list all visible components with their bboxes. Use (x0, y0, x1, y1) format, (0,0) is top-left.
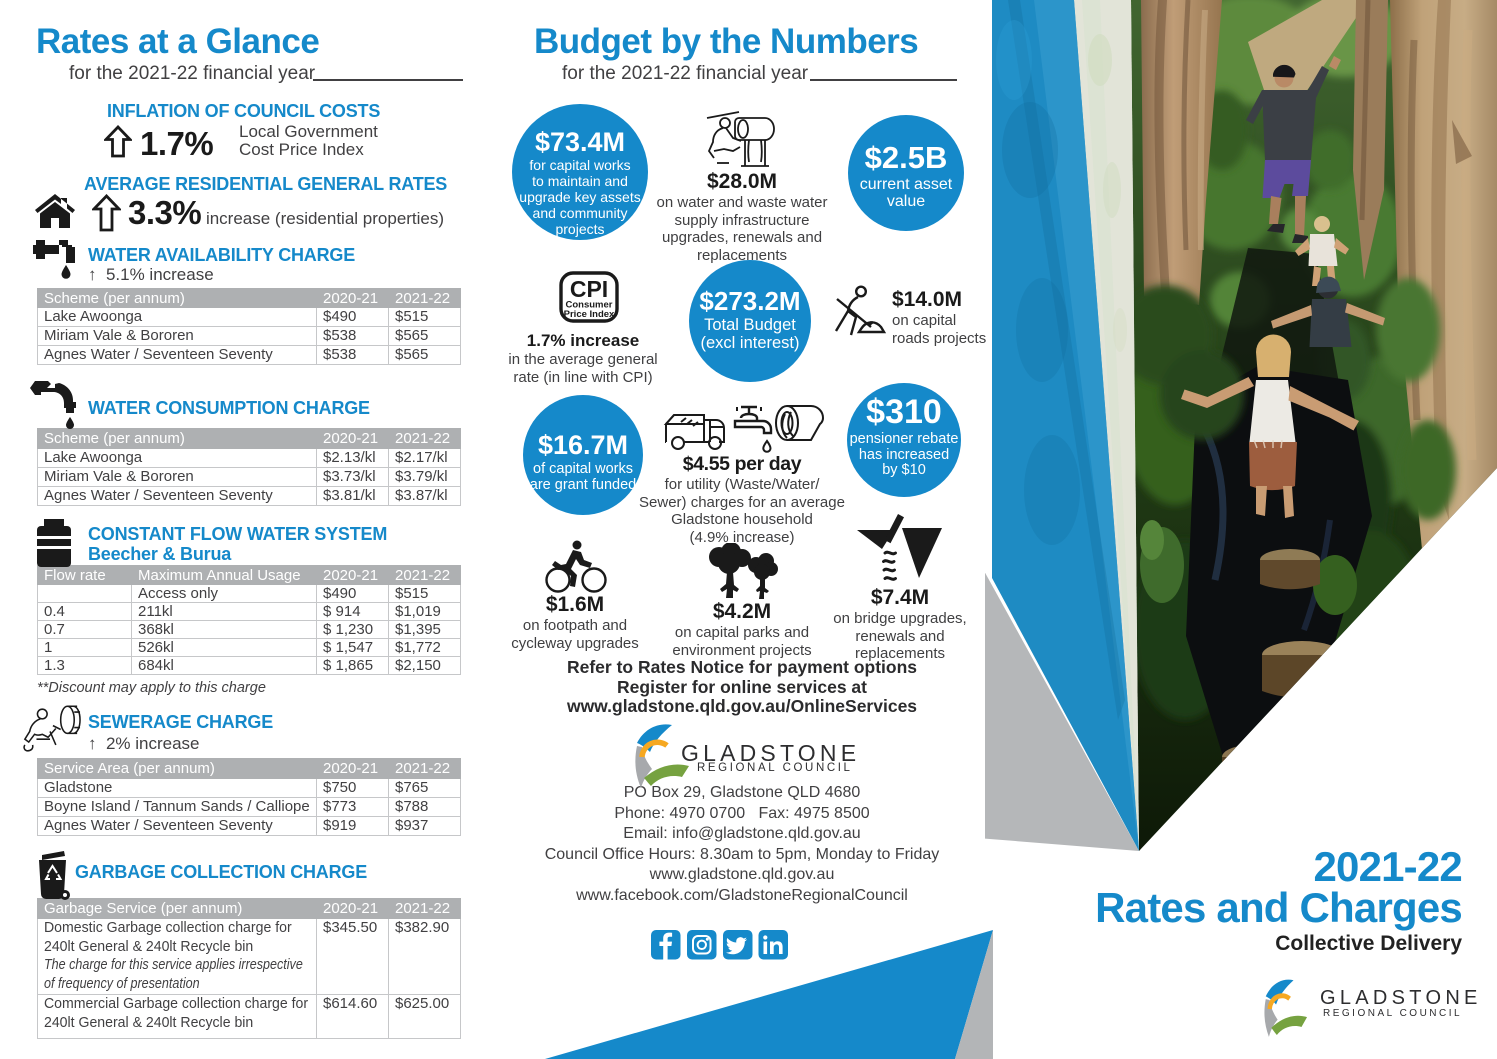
svg-text:Price Index: Price Index (564, 309, 615, 320)
svg-text:CPI: CPI (570, 276, 608, 302)
svg-text:Consumer: Consumer (566, 300, 613, 311)
